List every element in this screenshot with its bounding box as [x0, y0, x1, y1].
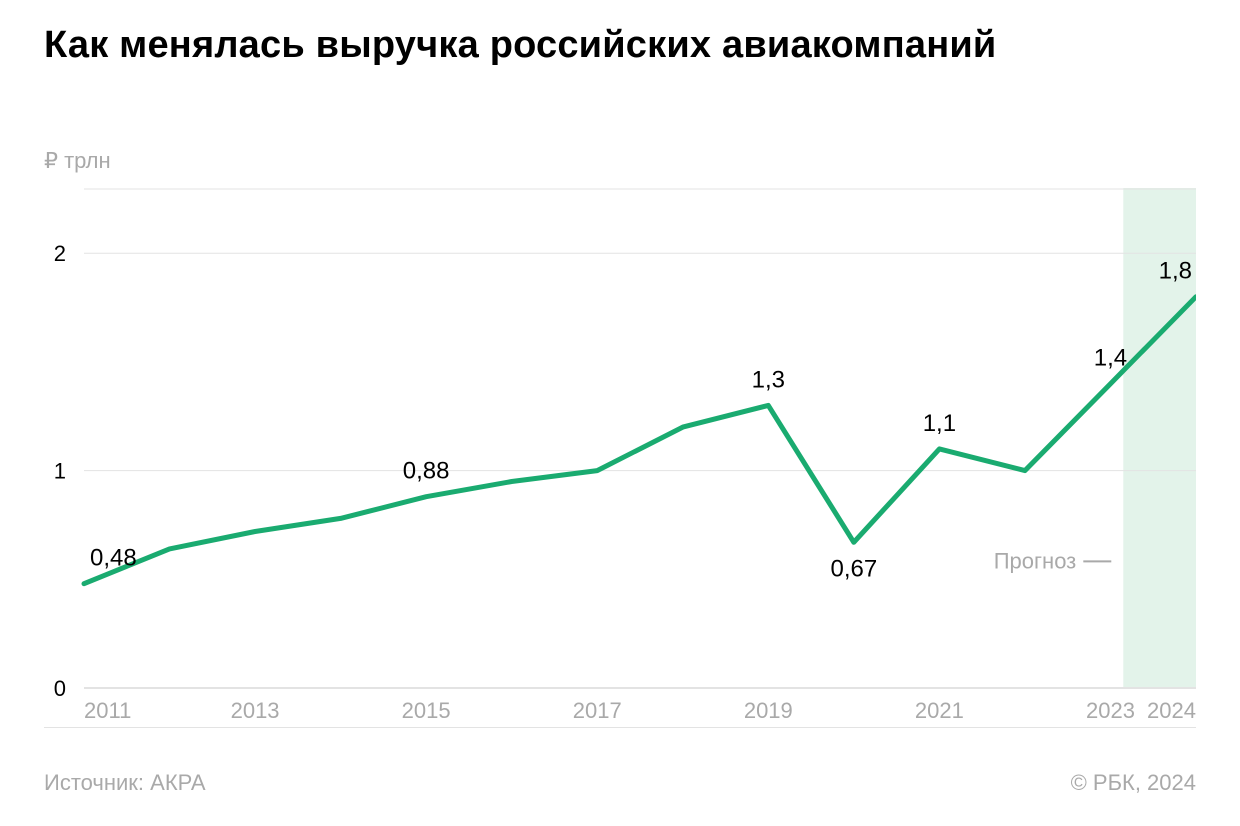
data-point-label: 1,3 [752, 366, 785, 393]
source-label: Источник: АКРА [44, 770, 206, 796]
x-tick-label: 2013 [231, 698, 280, 723]
data-point-label: 1,1 [923, 410, 956, 437]
y-tick-label: 0 [54, 676, 66, 701]
chart-title: Как менялась выручка российских авиакомп… [44, 22, 997, 70]
chart-footer: Источник: АКРА © РБК, 2024 [44, 770, 1196, 796]
line-chart: 0 1 2 2011 2013 2015 2017 2019 2021 2023 2024 0,48 0… [44, 188, 1196, 728]
x-tick-label: 2017 [573, 698, 622, 723]
x-tick-label: 2011 [84, 698, 131, 723]
x-tick-label: 2023 [1086, 698, 1135, 723]
data-point-label: 1,4 [1094, 345, 1127, 372]
data-point-label: 0,88 [403, 458, 450, 485]
copyright-label: © РБК, 2024 [1071, 770, 1196, 796]
data-line [84, 297, 1196, 584]
data-point-label: 0,67 [830, 555, 877, 582]
y-tick-label: 2 [54, 241, 66, 266]
data-point-label: 0,48 [90, 545, 137, 572]
x-tick-label: 2015 [402, 698, 451, 723]
data-point-label: 1,8 [1159, 258, 1192, 285]
x-tick-label: 2021 [915, 698, 964, 723]
forecast-label: Прогноз [994, 548, 1077, 573]
x-tick-label: 2024 [1147, 698, 1196, 723]
x-tick-label: 2019 [744, 698, 793, 723]
y-tick-label: 1 [54, 459, 66, 484]
y-axis-unit: ₽ трлн [44, 148, 111, 174]
chart-svg: 0 1 2 2011 2013 2015 2017 2019 2021 2023 2024 0,48 0… [44, 188, 1196, 728]
